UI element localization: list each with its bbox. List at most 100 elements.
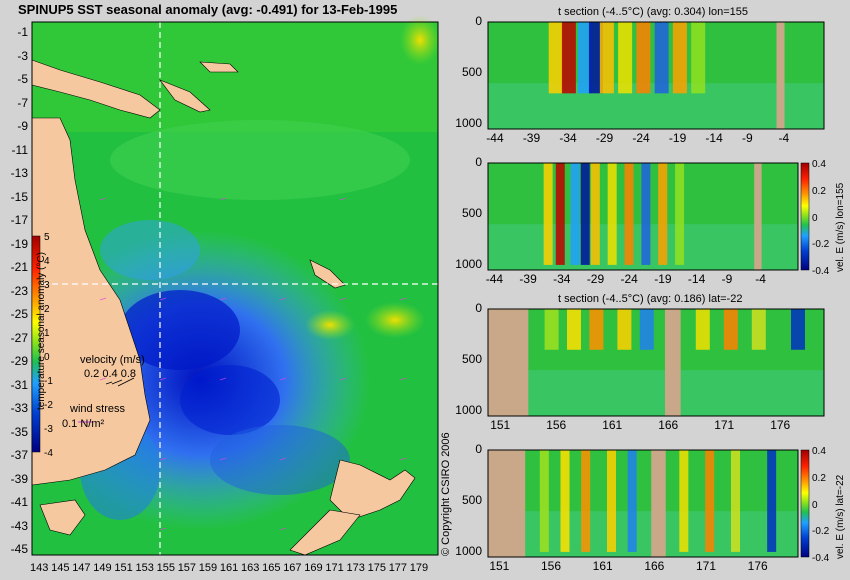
section-y-tick: 1000 (455, 115, 482, 130)
anomaly-stripe (561, 22, 576, 94)
section-coast (488, 450, 526, 557)
anomaly-stripe (691, 22, 706, 94)
section-x-tick: -39 (519, 272, 537, 286)
velocity-legend-arrows (105, 377, 135, 387)
colorbar-tick-label: 4 (44, 256, 50, 267)
section-y-tick: 1000 (455, 402, 482, 417)
section-x-tick: 161 (592, 559, 613, 573)
lat-tick-label: -43 (10, 518, 28, 533)
wind-vectors (99, 197, 407, 531)
section-x-tick: -39 (522, 131, 541, 145)
section-coast (488, 309, 529, 416)
section-y-tick: 500 (461, 492, 482, 507)
lat-tick-label: -37 (10, 448, 28, 462)
section-x-tick: 151 (489, 559, 510, 573)
lon-tick-label: 161 (219, 562, 239, 574)
anomaly-stripe (570, 163, 580, 265)
lon-tick-label: 175 (367, 562, 386, 574)
australia (31, 117, 151, 486)
lon-tick-label: 165 (262, 562, 281, 574)
new-caledonia (309, 259, 346, 289)
section-x-tick: -4 (755, 272, 766, 286)
lon-tick-label: 169 (304, 562, 323, 574)
copyright-text: © Copyright CSIRO 2006 (440, 432, 452, 556)
new-guinea (31, 59, 161, 119)
anomaly-stripe (679, 450, 689, 552)
lat-tick-label: -31 (10, 377, 28, 392)
section-x-tick: 151 (490, 418, 511, 432)
lat-tick-label: -13 (10, 166, 28, 180)
anomaly-stripe (654, 22, 669, 94)
anomaly-stripe (607, 450, 616, 552)
section-colorbar-tick: 0.4 (812, 159, 826, 170)
section-x-tick: 166 (644, 559, 665, 573)
section-y-tick: 1000 (455, 543, 482, 558)
section-y-tick: 1000 (455, 256, 482, 271)
colorbar-tick-label: 5 (44, 232, 50, 243)
lon-tick-label: 157 (177, 562, 197, 574)
lon-tick-label: 143 (30, 562, 49, 574)
section-colorbar-tick: -0.4 (812, 553, 830, 564)
section-title: t section (-4..5°C) (avg: 0.304) lon=155 (558, 6, 748, 18)
section-colorbar (800, 449, 810, 558)
section-panel-1 (487, 21, 825, 130)
section-x-tick: 176 (770, 418, 791, 432)
new-zealand-north (329, 459, 416, 521)
lon-tick-label: 159 (198, 562, 218, 574)
lat-tick-label: -3 (17, 48, 28, 63)
section-colorbar-tick: 0.4 (812, 446, 826, 457)
colorbar-tick-label: -2 (44, 400, 53, 411)
section-x-tick: -9 (741, 131, 753, 145)
section-colorbar-tick: -0.4 (812, 266, 830, 277)
lat-tick-label: -45 (10, 542, 28, 556)
section-x-tick: -29 (586, 272, 605, 286)
lon-tick-label: 155 (156, 562, 175, 574)
section-x-tick: 166 (658, 418, 679, 432)
section-x-tick: -24 (632, 131, 650, 145)
section-y-tick: 500 (461, 351, 482, 366)
section-land-column (651, 450, 666, 557)
anomaly-stripe (672, 22, 687, 94)
section-x-tick: -24 (620, 272, 638, 286)
lon-tick-label: 151 (114, 562, 133, 574)
lon-tick-label: 153 (135, 562, 154, 574)
wind-legend-label: wind stress (70, 403, 126, 415)
section-x-tick: -14 (705, 131, 723, 145)
lon-tick-label: 167 (283, 562, 302, 574)
anomaly-stripe (543, 163, 553, 265)
anomaly-stripe (627, 450, 637, 552)
section-panel-4 (487, 449, 810, 558)
anomaly-stripe (539, 450, 549, 552)
anomaly-stripe (590, 163, 600, 265)
anomaly-stripe (641, 163, 651, 265)
lat-tick-label: -5 (17, 72, 28, 86)
anomaly-stripe (588, 22, 603, 94)
section-y-tick: 0 (475, 155, 482, 169)
section-land-column (754, 163, 762, 270)
lat-tick-label: -19 (10, 236, 28, 251)
colorbar-tick-label: 3 (44, 280, 50, 291)
section-x-tick: 156 (541, 559, 562, 573)
anomaly-stripe (723, 309, 738, 350)
lat-tick-label: -25 (10, 307, 28, 321)
anomaly-stripe (675, 163, 685, 265)
anomaly-stripe (617, 309, 632, 350)
lon-tick-label: 163 (241, 562, 260, 574)
lon-tick-label: 149 (93, 562, 112, 574)
section-y-tick: 0 (475, 442, 482, 456)
anomaly-stripe (577, 22, 592, 94)
section-x-tick: 176 (747, 559, 768, 573)
section-ylabel: vel. E (m/s) lat=-22 (835, 474, 846, 559)
anomaly-stripe (639, 309, 654, 350)
colorbar-tick-label: -4 (44, 448, 53, 459)
section-y-tick: 0 (475, 301, 482, 315)
section-colorbar (800, 162, 810, 271)
anomaly-stripe (751, 309, 766, 350)
section-land-column (776, 22, 785, 129)
section-ylabel: vel. E (m/s) lon=155 (835, 182, 846, 272)
anomaly-stripe (567, 309, 581, 350)
lat-tick-label: -15 (10, 189, 28, 204)
section-x-tick: -44 (485, 272, 504, 286)
lat-tick-label: -17 (10, 213, 28, 227)
